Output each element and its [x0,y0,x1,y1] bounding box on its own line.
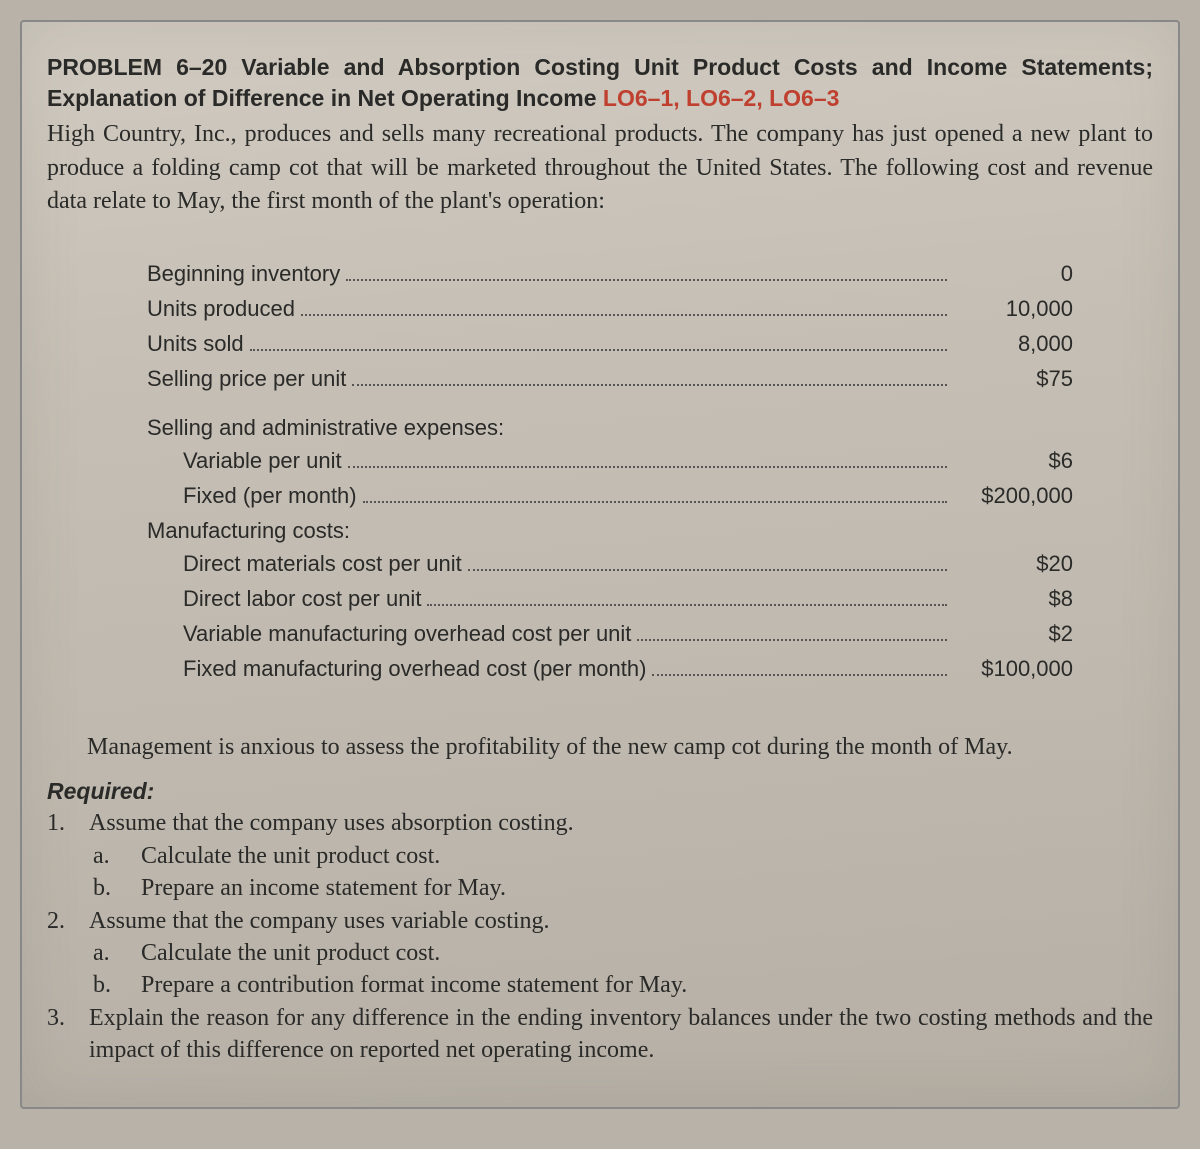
data-row: Direct materials cost per unit $20 [147,547,1073,580]
leader-dots [427,584,947,606]
item-text: Assume that the company uses variable co… [89,908,550,934]
row-value: $2 [953,617,1073,650]
data-row: Beginning inventory 0 [147,257,1073,290]
row-label: Direct materials cost per unit [183,547,462,580]
row-label: Direct labor cost per unit [183,582,421,615]
item-number: 3. [47,1002,89,1067]
problem-heading: PROBLEM 6–20 Variable and Absorption Cos… [47,52,1153,114]
sub-text: Prepare a contribution format income sta… [141,969,687,1001]
leader-dots [250,329,947,351]
row-value: 8,000 [953,327,1073,360]
data-row: Direct labor cost per unit $8 [147,582,1073,615]
section-header: Selling and administrative expenses: [147,411,1073,444]
row-label: Fixed manufacturing overhead cost (per m… [183,652,646,685]
sub-letter: b. [89,969,141,1001]
outro-paragraph: Management is anxious to assess the prof… [47,731,1153,765]
data-row: Units produced 10,000 [147,292,1073,325]
sub-item: a. Calculate the unit product cost. [89,840,1153,872]
row-value: $75 [953,362,1073,395]
intro-paragraph: High Country, Inc., produces and sells m… [47,118,1153,219]
leader-dots [468,549,947,571]
required-list: 1. Assume that the company uses absorpti… [47,807,1153,1066]
data-row: Selling price per unit $75 [147,362,1073,395]
leader-dots [637,619,947,641]
row-value: $8 [953,582,1073,615]
sub-text: Calculate the unit product cost. [141,937,440,969]
item-number: 1. [47,807,89,904]
row-label: Beginning inventory [147,257,340,290]
data-row: Fixed (per month) $200,000 [147,479,1073,512]
required-item: 3. Explain the reason for any difference… [47,1002,1153,1067]
row-value: $20 [953,547,1073,580]
cost-data-block: Beginning inventory 0 Units produced 10,… [147,257,1073,685]
sub-letter: b. [89,872,141,904]
leader-dots [352,364,947,386]
leader-dots [301,294,947,316]
data-row: Fixed manufacturing overhead cost (per m… [147,652,1073,685]
leader-dots [363,481,947,503]
section-header: Manufacturing costs: [147,514,1073,547]
row-label: Fixed (per month) [183,479,357,512]
required-item: 2. Assume that the company uses variable… [47,905,1153,1002]
sub-item: a. Calculate the unit product cost. [89,937,1153,969]
row-label: Units sold [147,327,244,360]
row-label: Variable per unit [183,444,342,477]
row-value: $6 [953,444,1073,477]
data-row: Variable per unit $6 [147,444,1073,477]
item-text: Explain the reason for any difference in… [89,1005,1153,1063]
sub-text: Calculate the unit product cost. [141,840,440,872]
item-text: Assume that the company uses absorption … [89,810,574,836]
sub-letter: a. [89,840,141,872]
row-label: Selling price per unit [147,362,346,395]
row-value: $100,000 [953,652,1073,685]
item-number: 2. [47,905,89,1002]
leader-dots [652,654,947,676]
sub-item: b. Prepare an income statement for May. [89,872,1153,904]
sub-letter: a. [89,937,141,969]
sub-text: Prepare an income statement for May. [141,872,506,904]
lo-references: LO6–1, LO6–2, LO6–3 [603,85,840,111]
problem-label: PROBLEM 6–20 Variable and Absorption Cos… [47,54,1153,111]
row-value: $200,000 [953,479,1073,512]
row-value: 10,000 [953,292,1073,325]
required-item: 1. Assume that the company uses absorpti… [47,807,1153,904]
sub-item: b. Prepare a contribution format income … [89,969,1153,1001]
row-value: 0 [953,257,1073,290]
leader-dots [348,446,947,468]
data-row: Units sold 8,000 [147,327,1073,360]
row-label: Variable manufacturing overhead cost per… [183,617,631,650]
row-label: Units produced [147,292,295,325]
textbook-page: PROBLEM 6–20 Variable and Absorption Cos… [20,20,1180,1109]
leader-dots [346,259,947,281]
required-label: Required: [47,778,1153,805]
data-row: Variable manufacturing overhead cost per… [147,617,1073,650]
